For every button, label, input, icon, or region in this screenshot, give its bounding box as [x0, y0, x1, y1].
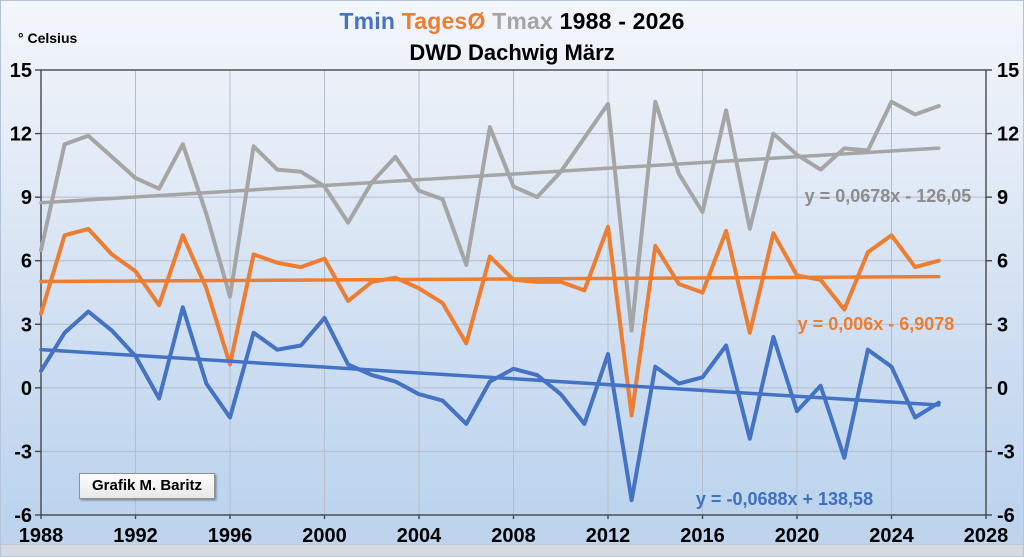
y-axis-label-left: -6 — [14, 505, 32, 527]
title-spacer — [395, 8, 402, 34]
y-axis-label-right: -6 — [997, 505, 1015, 527]
legend-tmax-label: Tmax — [492, 8, 554, 34]
x-axis-label: 1992 — [113, 525, 158, 547]
y-axis-label-left: 12 — [10, 124, 32, 146]
y-axis-label-right: 15 — [997, 60, 1019, 82]
tagesavg-trendline — [39, 274, 941, 284]
y-axis-label-right: 0 — [997, 378, 1008, 400]
y-axis-unit-label: ° Celsius — [18, 30, 78, 46]
tmin-trendline — [39, 347, 941, 407]
x-axis-label: 2024 — [869, 525, 914, 547]
x-axis-label: 2000 — [302, 525, 347, 547]
y-axis-label-left: 6 — [21, 251, 32, 273]
tmin-data-line — [39, 305, 941, 503]
title-spacer — [553, 8, 560, 34]
y-axis-label-right: -3 — [997, 441, 1015, 463]
y-axis-label-right: 9 — [997, 187, 1008, 209]
chart-title: Tmin TagesØ Tmax 1988 - 2026 — [1, 8, 1023, 35]
x-axis-label: 1988 — [19, 525, 64, 547]
tmax-trendline — [39, 146, 941, 205]
legend-avg-label: TagesØ — [401, 8, 486, 34]
tagesavg-trend-equation: y = 0,006x - 6,9078 — [797, 314, 955, 334]
y-axis-label-right: 3 — [997, 314, 1008, 336]
x-axis-label: 2028 — [964, 525, 1009, 547]
credit-box: Grafik M. Baritz — [79, 473, 216, 499]
x-axis-label: 1996 — [208, 525, 253, 547]
x-axis-label: 2020 — [775, 525, 820, 547]
x-axis-label: 2016 — [680, 525, 725, 547]
x-axis-label: 2012 — [586, 525, 631, 547]
x-axis-label: 2008 — [491, 525, 536, 547]
chart-subtitle: DWD Dachwig März — [409, 40, 615, 65]
y-axis-label-left: -3 — [14, 441, 32, 463]
tmax-data-line — [39, 99, 941, 333]
y-axis-label-left: 15 — [10, 60, 32, 82]
y-axis-label-left: 0 — [21, 378, 32, 400]
title-year-range: 1988 - 2026 — [559, 8, 685, 34]
tagesavg-data-line — [39, 224, 941, 418]
tmin-trend-equation: y = -0,0688x + 138,58 — [695, 489, 874, 509]
y-axis-label-left: 9 — [21, 187, 32, 209]
legend-tmin-label: Tmin — [339, 8, 396, 34]
y-axis-label-right: 6 — [997, 251, 1008, 273]
tmax-trend-equation: y = 0,0678x - 126,05 — [804, 186, 972, 206]
y-axis-label-left: 3 — [21, 314, 32, 336]
window-bottom-strip — [1, 544, 1023, 556]
y-axis-label-right: 12 — [997, 124, 1019, 146]
x-axis-label: 2004 — [397, 525, 442, 547]
